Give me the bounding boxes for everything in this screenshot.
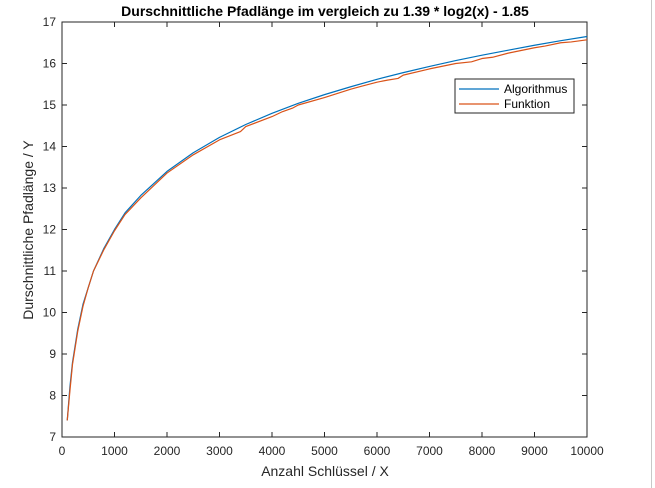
y-tick-label: 17 (43, 15, 57, 29)
y-tick-label: 15 (43, 98, 57, 112)
x-tick-label: 4000 (259, 444, 286, 458)
y-axis-title: Durschnittliche Pfadlänge / Y (20, 140, 36, 320)
x-tick-label: 1000 (101, 444, 128, 458)
y-tick-label: 12 (43, 223, 57, 237)
legend-box (454, 78, 575, 114)
x-tick-label: 9000 (521, 444, 548, 458)
y-tick-label: 11 (44, 264, 57, 278)
y-tick-label: 14 (43, 140, 57, 154)
y-tick-label: 16 (43, 57, 57, 71)
x-tick-label: 3000 (206, 444, 233, 458)
x-axis-ticks: 0 1000 2000 3000 4000 5000 6000 7000 8000 9000 100… (59, 22, 604, 458)
x-tick-label: 10000 (570, 444, 604, 458)
x-tick-label: 6000 (364, 444, 391, 458)
window-edge-divider (651, 0, 652, 488)
x-tick-label: 7000 (416, 444, 443, 458)
series-line-funktion (66, 39, 588, 421)
x-axis-title: Anzahl Schlüssel / X (261, 463, 389, 479)
series-lines (66, 35, 588, 421)
legend: Algorithmus Funktion (454, 78, 575, 114)
x-tick-label: 0 (59, 444, 66, 458)
legend-label-funktion: Funktion (504, 97, 550, 111)
y-axis-ticks: 7 8 9 10 11 12 13 14 15 16 17 (43, 15, 587, 444)
y-tick-label: 8 (49, 389, 56, 403)
y-tick-label: 7 (49, 430, 56, 444)
legend-label-algorithmus: Algorithmus (504, 82, 567, 96)
x-tick-label: 8000 (469, 444, 496, 458)
y-tick-label: 13 (43, 181, 57, 195)
chart-title: Durschnittliche Pfadlänge im vergleich z… (121, 3, 529, 19)
y-tick-label: 9 (49, 347, 56, 361)
y-tick-label: 10 (43, 306, 57, 320)
x-tick-label: 5000 (311, 444, 338, 458)
x-tick-label: 2000 (154, 444, 181, 458)
